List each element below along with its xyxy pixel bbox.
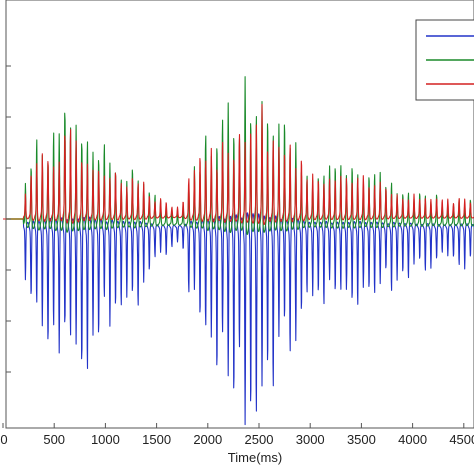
legend	[415, 19, 474, 101]
x-tick-label-6: 3000	[296, 432, 325, 447]
series-line-green	[2, 76, 474, 235]
x-tick-label-5: 2500	[245, 432, 274, 447]
x-tick-label-0: 0	[0, 432, 7, 447]
x-tick-label-1: 500	[43, 432, 65, 447]
x-tick-label-2: 1000	[91, 432, 120, 447]
x-ticks: 0 500 1000 1500 2000 2500 3000 3500 4000 4500	[0, 423, 474, 447]
x-tick-label-7: 3500	[347, 432, 376, 447]
y-ticks	[6, 65, 11, 373]
x-tick-label-8: 4000	[398, 432, 427, 447]
x-tick-label-4: 2000	[193, 432, 222, 447]
x-tick-label-9: 4500	[449, 432, 474, 447]
series-line-red	[2, 103, 474, 226]
series-layer	[2, 76, 474, 426]
x-tick-label-3: 1500	[142, 432, 171, 447]
x-axis-label: Time(ms)	[228, 450, 282, 465]
